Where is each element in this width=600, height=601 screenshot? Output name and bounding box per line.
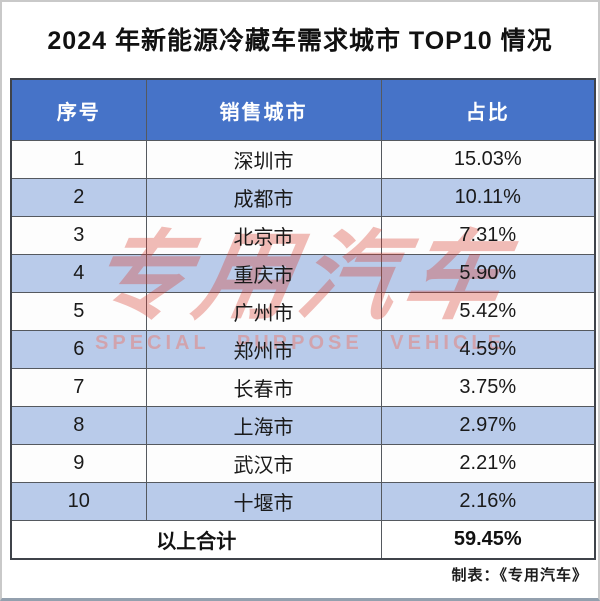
city-cell-text: 十堰市 — [233, 493, 294, 515]
rank-cell: 9 — [10, 444, 147, 483]
share-cell: 4.59% — [380, 330, 596, 369]
table-row: 7 长春市 3.75% — [10, 368, 596, 407]
total-value-cell: 59.45% — [380, 520, 596, 560]
share-cell-text: 4.59% — [459, 338, 517, 360]
rank-cell: 4 — [10, 254, 147, 293]
share-cell: 2.97% — [380, 406, 596, 445]
rank-cell: 1 — [10, 140, 147, 179]
table-row: 4 重庆市 5.90% — [10, 254, 596, 293]
city-cell: 长春市 — [145, 368, 382, 407]
rank-cell-text: 10 — [67, 490, 90, 512]
share-cell: 3.75% — [380, 368, 596, 407]
city-cell: 武汉市 — [145, 444, 382, 483]
city-cell-text: 成都市 — [233, 189, 294, 211]
total-label-cell: 以上合计 — [10, 520, 382, 560]
share-cell: 2.21% — [380, 444, 596, 483]
rank-cell-text: 3 — [73, 224, 85, 246]
share-cell: 7.31% — [380, 216, 596, 255]
rank-cell-text: 1 — [73, 148, 85, 170]
rank-cell-text: 8 — [73, 414, 85, 436]
rank-cell: 2 — [10, 178, 147, 217]
city-cell-text: 上海市 — [233, 417, 294, 439]
header-share: 占比 — [380, 78, 596, 141]
table-body: 1 深圳市 15.03% 2 成都市 10.11% 3 北京市 7.31% 4 重庆市 5.90% 5 广… — [10, 140, 596, 521]
total-label: 以上合计 — [156, 531, 237, 553]
city-cell: 成都市 — [145, 178, 382, 217]
total-row: 以上合计 59.45% — [10, 520, 596, 560]
city-cell: 上海市 — [145, 406, 382, 445]
share-cell: 5.90% — [380, 254, 596, 293]
table-row: 10 十堰市 2.16% — [10, 482, 596, 521]
header-city-label: 销售城市 — [219, 101, 308, 124]
share-cell: 2.16% — [380, 482, 596, 521]
city-cell: 北京市 — [145, 216, 382, 255]
header-row: 序号 销售城市 占比 — [10, 78, 596, 141]
city-cell-text: 北京市 — [233, 227, 294, 249]
city-cell-text: 深圳市 — [233, 151, 294, 173]
rank-cell: 5 — [10, 292, 147, 331]
share-cell: 10.11% — [380, 178, 596, 217]
table-row: 9 武汉市 2.21% — [10, 444, 596, 483]
share-cell-text: 7.31% — [459, 224, 517, 246]
city-cell: 十堰市 — [145, 482, 382, 521]
rank-cell: 6 — [10, 330, 147, 369]
table-row: 3 北京市 7.31% — [10, 216, 596, 255]
share-cell-text: 3.75% — [459, 376, 517, 398]
city-cell-text: 广州市 — [233, 303, 294, 325]
share-cell-text: 10.11% — [454, 186, 521, 208]
header-rank-label: 序号 — [56, 101, 101, 124]
rank-cell: 7 — [10, 368, 147, 407]
rank-cell-text: 4 — [73, 262, 85, 284]
rank-cell-text: 6 — [73, 338, 85, 360]
rank-cell-text: 2 — [73, 186, 85, 208]
top10-table: 序号 销售城市 占比 1 深圳市 15.03% 2 成都市 10.11% 3 北京市 7.31%… — [10, 78, 596, 560]
header-share-label: 占比 — [465, 101, 510, 124]
total-value: 59.45% — [453, 528, 522, 550]
rank-cell: 3 — [10, 216, 147, 255]
share-cell-text: 2.97% — [459, 414, 517, 436]
rank-cell: 10 — [10, 482, 147, 521]
city-cell-text: 长春市 — [233, 379, 294, 401]
table-header: 序号 销售城市 占比 — [10, 78, 596, 141]
header-rank: 序号 — [10, 78, 147, 141]
table-row: 2 成都市 10.11% — [10, 178, 596, 217]
share-cell-text: 2.21% — [459, 452, 517, 474]
city-cell-text: 重庆市 — [233, 265, 294, 287]
table-row: 5 广州市 5.42% — [10, 292, 596, 331]
share-cell-text: 5.42% — [459, 300, 517, 322]
share-cell-text: 15.03% — [453, 148, 522, 170]
table-row: 6 郑州市 4.59% — [10, 330, 596, 369]
table-row: 1 深圳市 15.03% — [10, 140, 596, 179]
header-city: 销售城市 — [145, 78, 382, 141]
city-cell-text: 郑州市 — [233, 341, 294, 363]
city-cell: 郑州市 — [145, 330, 382, 369]
table-row: 8 上海市 2.97% — [10, 406, 596, 445]
table-credit: 制表：《专用汽车》 — [451, 567, 588, 584]
city-cell-text: 武汉市 — [233, 455, 294, 477]
city-cell: 广州市 — [145, 292, 382, 331]
share-cell: 15.03% — [380, 140, 596, 179]
table-footer: 以上合计 59.45% — [10, 520, 596, 560]
share-cell-text: 2.16% — [459, 490, 517, 512]
rank-cell-text: 7 — [73, 376, 85, 398]
city-cell: 重庆市 — [145, 254, 382, 293]
page-title: 2024 年新能源冷藏车需求城市 TOP10 情况 — [47, 27, 553, 55]
rank-cell: 8 — [10, 406, 147, 445]
rank-cell-text: 5 — [73, 300, 85, 322]
city-cell: 深圳市 — [145, 140, 382, 179]
share-cell-text: 5.90% — [459, 262, 517, 284]
rank-cell-text: 9 — [73, 452, 85, 474]
share-cell: 5.42% — [380, 292, 596, 331]
